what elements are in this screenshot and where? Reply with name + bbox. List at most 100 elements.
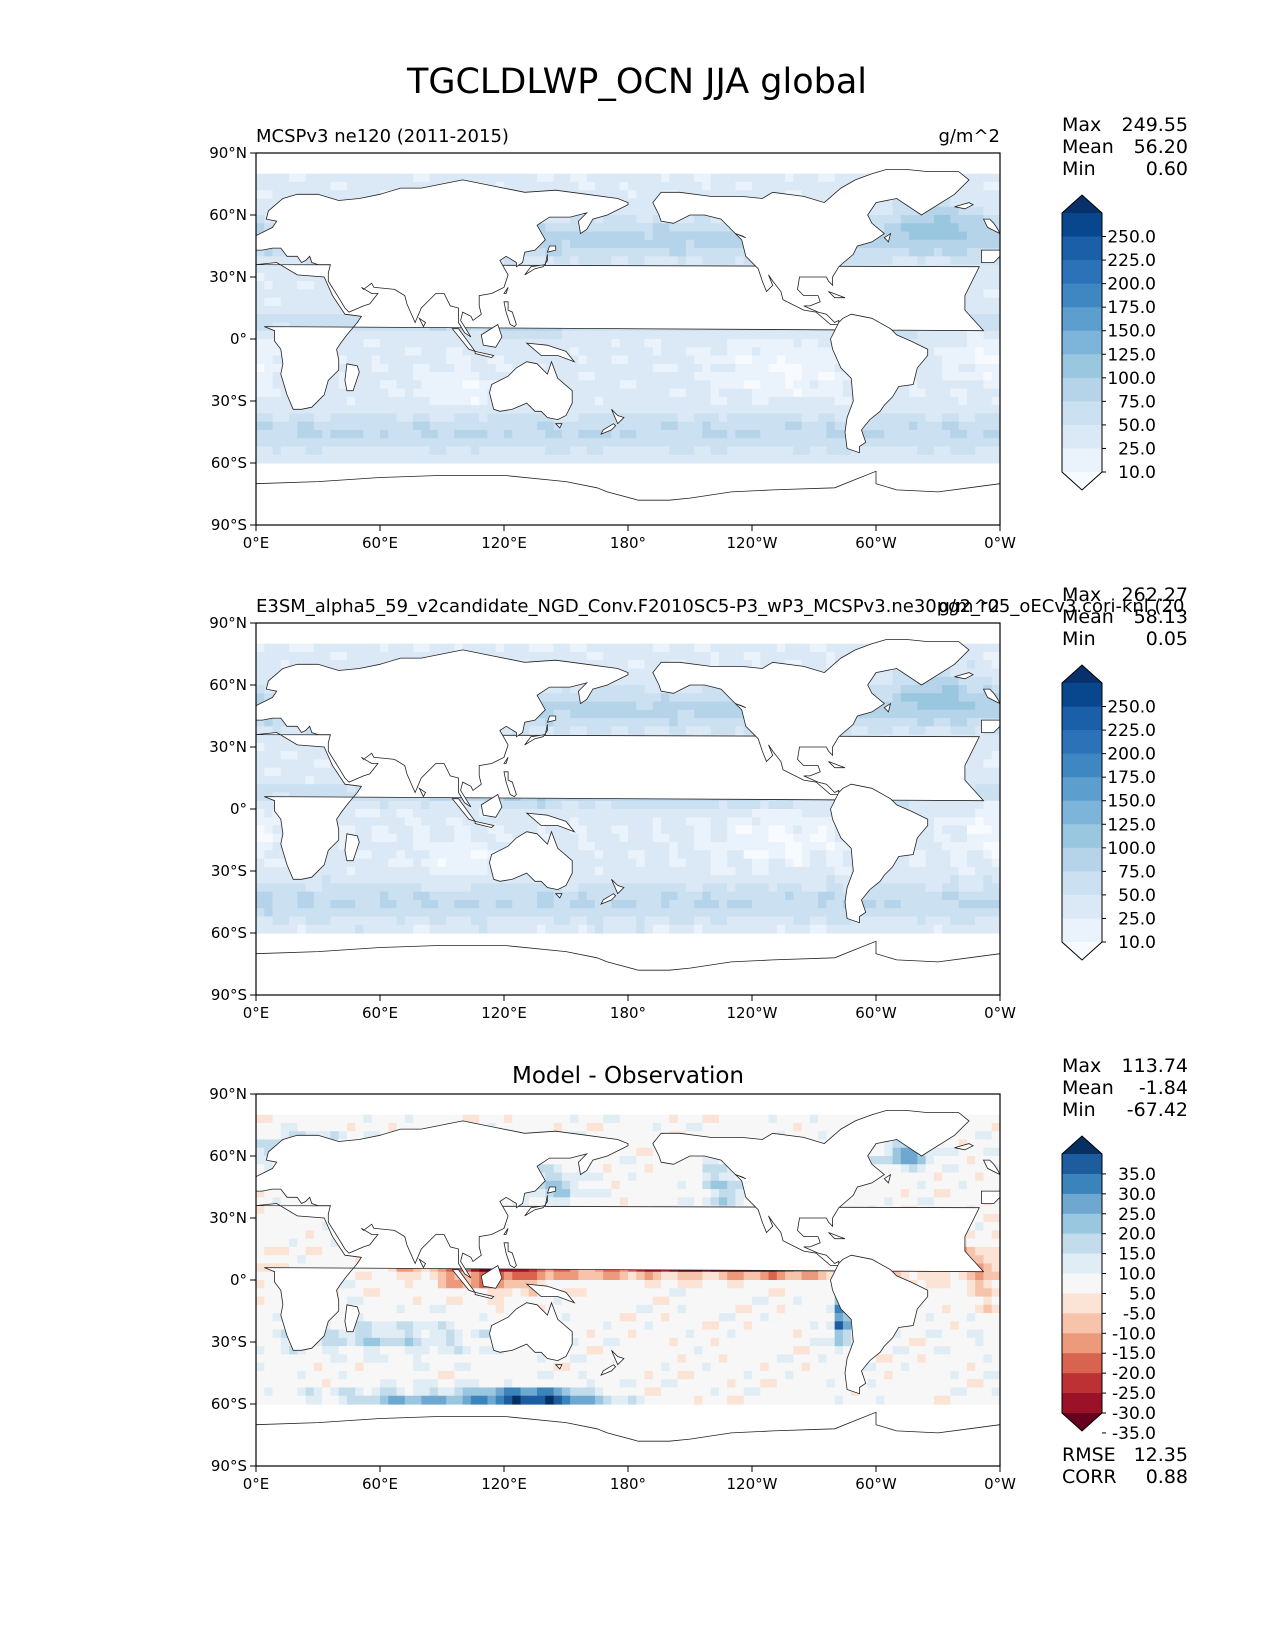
land-shape xyxy=(256,1120,629,1279)
colorbar-band xyxy=(1062,213,1102,238)
x-tick-label: 0°E xyxy=(243,1004,270,1022)
land-shape xyxy=(954,202,974,210)
colorbar-extend-min xyxy=(1062,942,1102,960)
colorbar-band xyxy=(1062,1333,1102,1354)
land-shape xyxy=(982,688,1000,705)
land-shape xyxy=(652,169,970,325)
y-tick-label: 60°N xyxy=(209,676,247,694)
coastlines xyxy=(256,169,1000,525)
stat-value: 0.05 xyxy=(1146,628,1188,650)
land-shape xyxy=(828,761,846,769)
land-shape xyxy=(474,820,495,829)
colorbar-band xyxy=(1062,1253,1102,1275)
colorbar-label: 25.0 xyxy=(1118,439,1156,459)
stat-value: -1.84 xyxy=(1139,1077,1188,1099)
stat-label: Min xyxy=(1062,628,1096,650)
land-shape xyxy=(830,783,929,924)
colorbar-label: -20.0 xyxy=(1112,1364,1156,1384)
colorbar-label: 35.0 xyxy=(1118,1165,1156,1185)
colorbar-label: 200.0 xyxy=(1107,275,1156,295)
panel-left-title: E3SM_alpha5_59_v2candidate_NGD_Conv.F201… xyxy=(256,596,1184,617)
y-tick-label: 90°S xyxy=(211,986,247,1004)
land-shape xyxy=(883,1173,892,1184)
colorbar-label: 50.0 xyxy=(1118,416,1156,436)
land-shape xyxy=(525,812,576,833)
land-shape xyxy=(600,423,617,435)
colorbar-band xyxy=(1062,894,1102,919)
land-shape xyxy=(418,1258,427,1269)
land-shape xyxy=(954,672,974,680)
colorbar-band xyxy=(1062,918,1102,943)
x-tick-label: 60°E xyxy=(362,1004,398,1022)
land-shape xyxy=(652,1110,970,1266)
x-tick-label: 120°W xyxy=(727,1475,778,1493)
x-tick-label: 60°W xyxy=(855,1004,897,1022)
land-shape xyxy=(418,317,427,328)
land-shape xyxy=(611,879,625,895)
land-shape xyxy=(489,1301,573,1362)
land-shape xyxy=(344,833,360,862)
coastlines xyxy=(256,639,1000,995)
x-tick-label: 0°W xyxy=(984,534,1016,552)
land-shape xyxy=(883,232,892,243)
panel-units: g/m^2 xyxy=(938,596,1000,617)
colorbar-label: -5.0 xyxy=(1123,1304,1156,1324)
land-shape xyxy=(480,793,503,818)
y-tick-label: 90°N xyxy=(209,144,247,162)
colorbar: 250.0 225.0 200.0 175.0 150.0 125.0 100.0 75.0 5… xyxy=(1061,194,1156,491)
coastlines xyxy=(256,1110,1000,1466)
colorbar-label: -25.0 xyxy=(1112,1384,1156,1404)
y-tick-label: 30°N xyxy=(209,268,247,286)
stat-value: 0.60 xyxy=(1146,158,1188,180)
colorbar-label: 175.0 xyxy=(1107,298,1156,318)
stat-value: 249.55 xyxy=(1122,114,1188,136)
land-shape xyxy=(554,1364,563,1370)
panel-left-title: MCSPv3 ne120 (2011-2015) xyxy=(256,126,509,147)
colorbar-label: 10.0 xyxy=(1118,463,1156,483)
land-shape xyxy=(600,893,617,905)
x-tick-label: 180° xyxy=(610,1004,646,1022)
colorbar-label: 50.0 xyxy=(1118,886,1156,906)
colorbar-label: 30.0 xyxy=(1118,1185,1156,1205)
x-tick-label: 120°E xyxy=(481,1004,527,1022)
colorbar-band xyxy=(1062,1273,1102,1294)
land-shape xyxy=(480,1264,503,1289)
colorbar-band xyxy=(1062,1213,1102,1235)
land-shape xyxy=(981,249,1000,263)
y-tick-label: 90°N xyxy=(209,614,247,632)
colorbar-band xyxy=(1062,1373,1102,1394)
colorbar-band xyxy=(1062,260,1102,285)
y-tick-label: 30°S xyxy=(211,862,247,880)
land-shape xyxy=(256,179,629,338)
colorbar-band xyxy=(1062,1393,1102,1414)
colorbar-band xyxy=(1062,871,1102,896)
land-shape xyxy=(611,1350,625,1366)
land-shape xyxy=(503,1228,509,1235)
colorbar: 250.0 225.0 200.0 175.0 150.0 125.0 100.0 75.0 5… xyxy=(1061,664,1156,961)
panel-center-title: Model - Observation xyxy=(512,1063,744,1089)
x-tick-label: 120°W xyxy=(727,534,778,552)
colorbar-band xyxy=(1062,683,1102,708)
colorbar-extend-max xyxy=(1062,195,1102,213)
land-shape xyxy=(954,1143,974,1151)
land-shape xyxy=(480,323,503,348)
land-shape xyxy=(554,423,563,429)
x-tick-label: 60°W xyxy=(855,1475,897,1493)
land-shape xyxy=(256,649,629,808)
land-shape xyxy=(982,1159,1000,1176)
colorbar-label: 100.0 xyxy=(1107,839,1156,859)
y-tick-label: 30°N xyxy=(209,1209,247,1227)
colorbar-label: -15.0 xyxy=(1112,1344,1156,1364)
colorbar-label: 100.0 xyxy=(1107,369,1156,389)
colorbar-band xyxy=(1062,1353,1102,1374)
colorbar-band xyxy=(1062,236,1102,261)
stat-label: Max xyxy=(1062,114,1101,136)
land-shape xyxy=(981,1190,1000,1204)
land-shape xyxy=(981,719,1000,733)
colorbar-label: 15.0 xyxy=(1118,1245,1156,1265)
colorbar-label: 10.0 xyxy=(1118,933,1156,953)
colorbar-band xyxy=(1062,706,1102,731)
stat-label: CORR xyxy=(1062,1466,1117,1488)
land-shape xyxy=(503,301,517,328)
colorbar-extend-min xyxy=(1062,1413,1102,1431)
